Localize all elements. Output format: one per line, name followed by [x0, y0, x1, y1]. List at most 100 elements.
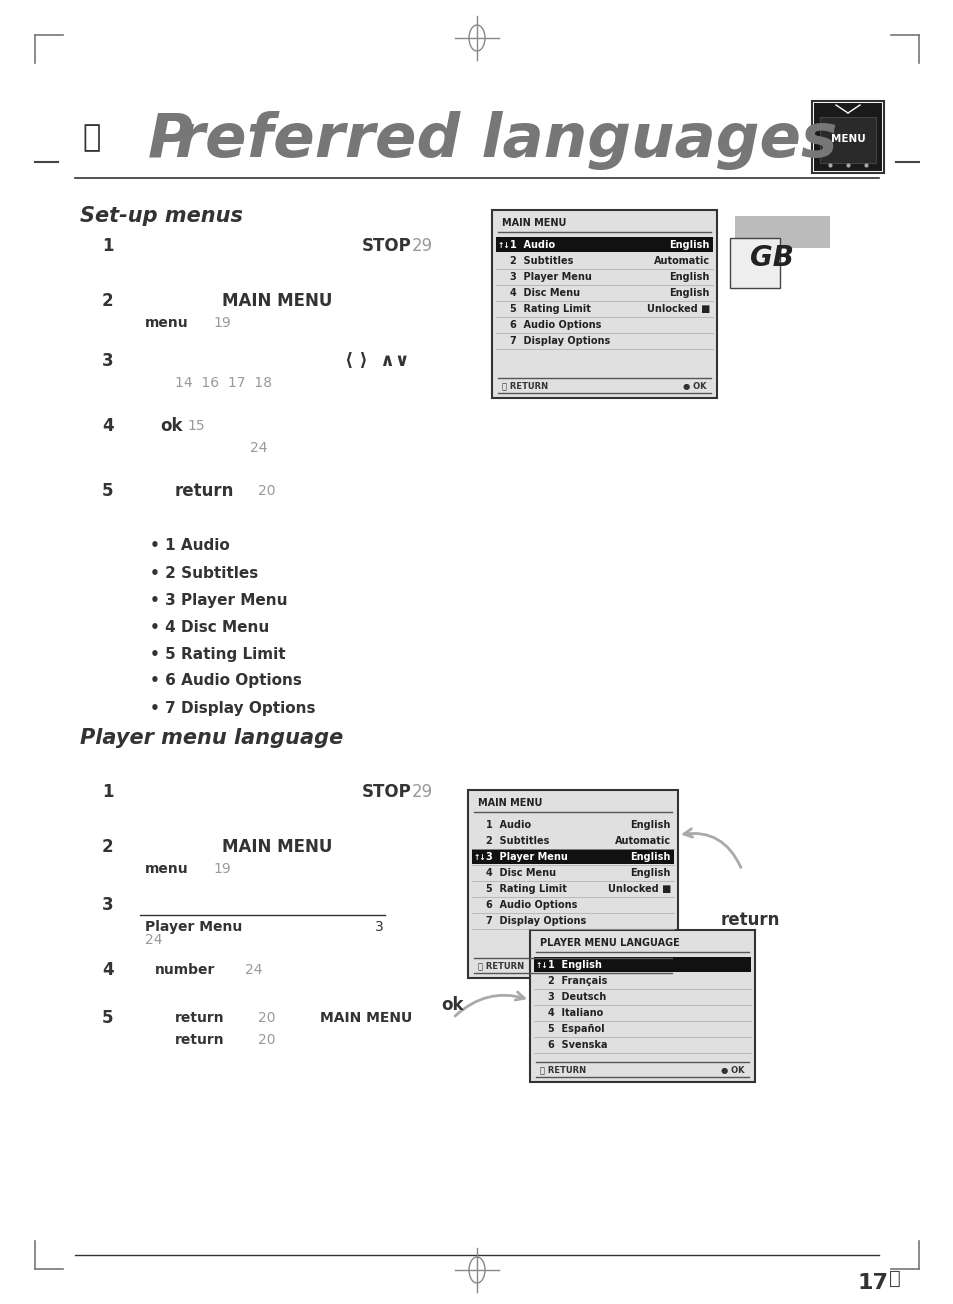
Text: 3  Player Menu: 3 Player Menu	[485, 852, 567, 862]
Text: • 6 Audio Options: • 6 Audio Options	[150, 673, 301, 689]
Text: 4  Disc Menu: 4 Disc Menu	[485, 868, 556, 878]
Text: English: English	[630, 868, 670, 878]
Text: • 7 Display Options: • 7 Display Options	[150, 700, 315, 716]
Text: 4: 4	[102, 417, 113, 436]
Bar	[813, 103, 882, 171]
Text: • 2 Subtitles: • 2 Subtitles	[150, 566, 258, 580]
Text: 19: 19	[213, 862, 231, 876]
Text: 5: 5	[102, 1009, 113, 1028]
Text: Ⓡ RETURN: Ⓡ RETURN	[539, 1065, 585, 1074]
Text: 20: 20	[257, 484, 275, 498]
Text: 1: 1	[102, 782, 113, 801]
Text: 3: 3	[102, 352, 113, 370]
Text: MAIN MENU: MAIN MENU	[222, 838, 332, 855]
Text: 4: 4	[102, 961, 113, 979]
Text: GB: GB	[749, 244, 793, 273]
Text: STOP: STOP	[361, 237, 412, 256]
Text: 29: 29	[412, 237, 433, 256]
Text: ⟨ ⟩  ∧∨: ⟨ ⟩ ∧∨	[345, 352, 409, 370]
Text: Automatic: Automatic	[653, 256, 709, 266]
FancyArrowPatch shape	[455, 992, 524, 1016]
Text: Set-up menus: Set-up menus	[80, 206, 243, 226]
Text: menu: menu	[145, 862, 189, 876]
Text: STOP: STOP	[361, 782, 412, 801]
Text: ok: ok	[441, 996, 464, 1015]
Text: 5  Español: 5 Español	[547, 1024, 604, 1034]
Text: 19: 19	[213, 316, 231, 330]
Text: ↑↓: ↑↓	[497, 240, 510, 249]
Text: 7  Display Options: 7 Display Options	[485, 915, 586, 926]
Text: 3  Deutsch: 3 Deutsch	[547, 992, 605, 1001]
Text: PLAYER MENU LANGUAGE: PLAYER MENU LANGUAGE	[539, 938, 679, 948]
Bar	[729, 239, 780, 288]
Text: 5  Rating Limit: 5 Rating Limit	[510, 304, 590, 314]
Text: 4  Italiano: 4 Italiano	[547, 1008, 602, 1018]
Text: return: return	[174, 482, 234, 499]
Text: MAIN MENU: MAIN MENU	[222, 292, 332, 310]
Text: MAIN MENU: MAIN MENU	[501, 218, 566, 228]
Text: return: return	[174, 1033, 224, 1047]
Text: 20: 20	[257, 1033, 275, 1047]
Text: 6  Audio Options: 6 Audio Options	[485, 900, 577, 910]
Bar	[820, 117, 875, 163]
Text: 29: 29	[412, 782, 433, 801]
Bar	[811, 100, 883, 173]
Text: 5: 5	[102, 482, 113, 499]
Text: Unlocked ■: Unlocked ■	[646, 304, 709, 314]
Bar	[472, 849, 673, 865]
Text: ok: ok	[160, 417, 182, 436]
Text: menu: menu	[145, 316, 189, 330]
Text: 1  Audio: 1 Audio	[510, 240, 555, 250]
Text: Player menu language: Player menu language	[80, 728, 343, 748]
Text: 2: 2	[102, 292, 113, 310]
Text: referred languages: referred languages	[174, 111, 837, 170]
Text: English: English	[630, 820, 670, 831]
Text: ● OK: ● OK	[720, 1065, 744, 1074]
Text: 2  Subtitles: 2 Subtitles	[510, 256, 573, 266]
Text: 24: 24	[250, 441, 267, 455]
Text: • 4 Disc Menu: • 4 Disc Menu	[150, 619, 269, 635]
Text: Automatic: Automatic	[615, 836, 670, 846]
Text: 📖: 📖	[83, 124, 101, 153]
Text: 24: 24	[145, 932, 162, 947]
Text: 20: 20	[257, 1011, 275, 1025]
Text: Ⓡ RETURN: Ⓡ RETURN	[501, 382, 548, 390]
Text: 3: 3	[102, 896, 113, 914]
Text: ● OK: ● OK	[682, 382, 706, 390]
Bar	[492, 210, 717, 398]
Text: 15: 15	[187, 419, 204, 433]
Text: 7  Display Options: 7 Display Options	[510, 336, 610, 346]
Text: return: return	[174, 1011, 224, 1025]
Text: 24: 24	[245, 962, 262, 977]
Text: • 1 Audio: • 1 Audio	[150, 539, 230, 553]
Text: 📖: 📖	[888, 1269, 900, 1287]
Text: 1: 1	[102, 237, 113, 256]
Text: 2  Subtitles: 2 Subtitles	[485, 836, 549, 846]
Text: ↑↓: ↑↓	[474, 853, 486, 862]
Text: English: English	[669, 273, 709, 282]
Text: MAIN MENU: MAIN MENU	[477, 798, 542, 808]
Text: Ⓡ RETURN: Ⓡ RETURN	[477, 961, 523, 970]
Text: P: P	[148, 111, 193, 170]
Text: number: number	[154, 962, 215, 977]
Text: MAIN MENU: MAIN MENU	[319, 1011, 412, 1025]
Bar	[530, 930, 754, 1082]
Text: MENU: MENU	[830, 134, 864, 143]
Bar	[734, 216, 829, 248]
Text: 5  Rating Limit: 5 Rating Limit	[485, 884, 566, 895]
Text: 4  Disc Menu: 4 Disc Menu	[510, 288, 579, 299]
Text: return: return	[720, 911, 779, 928]
Text: 6  Svenska: 6 Svenska	[547, 1041, 607, 1050]
Text: English: English	[669, 240, 709, 250]
Bar	[534, 957, 750, 971]
Text: 2: 2	[102, 838, 113, 855]
Text: 17: 17	[857, 1273, 888, 1294]
Text: 6  Audio Options: 6 Audio Options	[510, 319, 600, 330]
Text: ↑↓: ↑↓	[536, 961, 548, 969]
Text: 1  Audio: 1 Audio	[485, 820, 531, 831]
Text: Player Menu: Player Menu	[145, 921, 242, 934]
FancyArrowPatch shape	[683, 829, 740, 867]
Bar	[468, 790, 678, 978]
Text: English: English	[669, 288, 709, 299]
Text: 2  Français: 2 Français	[547, 975, 607, 986]
